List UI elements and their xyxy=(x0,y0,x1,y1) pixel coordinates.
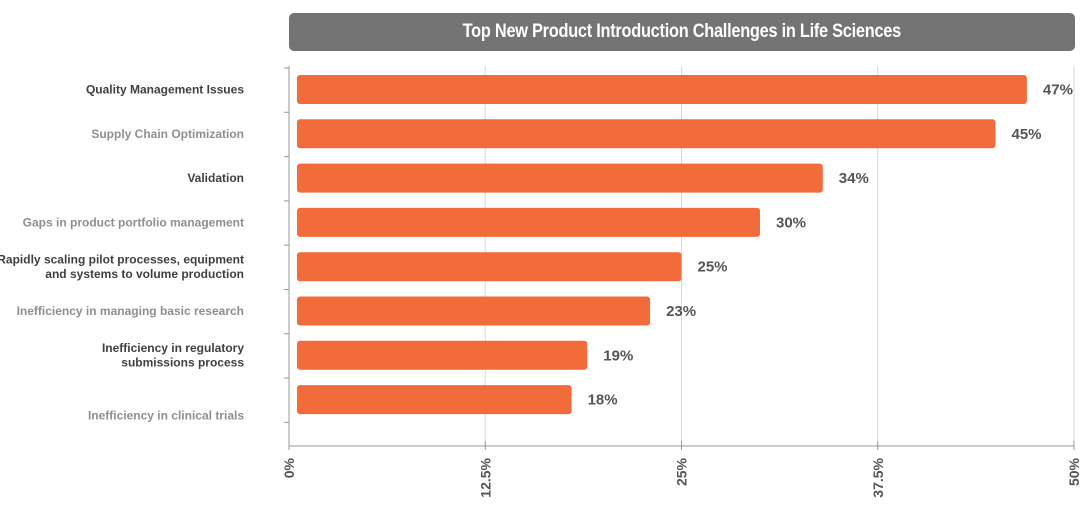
bar xyxy=(297,75,1027,104)
bar xyxy=(297,340,588,370)
category-label: Inefficiency in clinical trials xyxy=(88,409,244,423)
bar xyxy=(297,252,682,282)
category-label: Validation xyxy=(187,171,244,185)
category-label: submissions process xyxy=(121,356,244,370)
category-label: Inefficiency in regulatory xyxy=(102,341,244,355)
bar xyxy=(297,119,996,149)
bar xyxy=(297,207,760,237)
x-tick-label: 12.5% xyxy=(477,457,493,497)
chart-title-bar: Top New Product Introduction Challenges … xyxy=(289,13,1075,51)
x-tick-label: 37.5% xyxy=(870,457,886,497)
bar xyxy=(297,163,823,193)
bar xyxy=(297,296,651,326)
value-label: 18% xyxy=(588,392,618,409)
chart-title: Top New Product Introduction Challenges … xyxy=(462,21,902,42)
value-label: 19% xyxy=(603,347,633,364)
x-tick-label: 0% xyxy=(281,457,297,478)
labels: 47% Quality Management Issues 45% Supply Ch… xyxy=(0,82,1073,423)
value-label: 34% xyxy=(839,170,869,187)
bar xyxy=(297,385,572,415)
x-tick-label: 25% xyxy=(674,457,690,486)
bars xyxy=(297,75,1027,415)
category-label: Inefficiency in managing basic research xyxy=(17,304,244,318)
value-label: 47% xyxy=(1043,82,1073,99)
category-label: Gaps in product portfolio management xyxy=(23,215,244,229)
value-label: 45% xyxy=(1012,126,1042,143)
value-label: 25% xyxy=(698,259,728,276)
category-label: Supply Chain Optimization xyxy=(91,127,244,141)
value-label: 30% xyxy=(776,214,806,231)
category-label: Rapidly scaling pilot processes, equipme… xyxy=(0,252,244,266)
x-tick-label: 50% xyxy=(1066,457,1082,486)
category-label: and systems to volume production xyxy=(45,267,244,281)
category-label: Quality Management Issues xyxy=(86,83,244,97)
axes: 0% 12.5% 25% 37.5% 50% xyxy=(281,66,1082,498)
value-label: 23% xyxy=(666,303,696,320)
